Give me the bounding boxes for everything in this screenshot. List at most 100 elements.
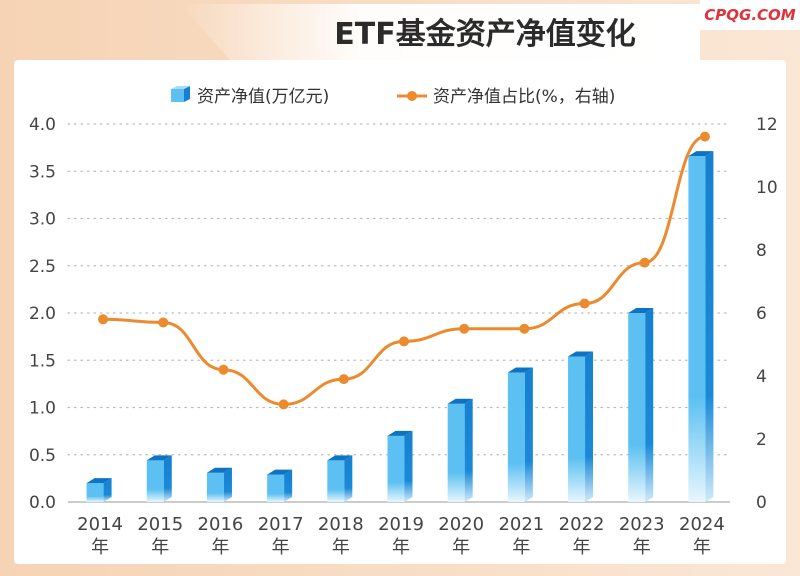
bar-front <box>86 483 104 502</box>
bar-front <box>267 474 285 502</box>
bar <box>86 478 112 502</box>
bar-side <box>645 308 654 502</box>
bar-side <box>585 351 594 502</box>
x-tick-label-unit: 年 <box>392 537 410 558</box>
bar-top <box>146 455 172 461</box>
bar-side <box>284 469 293 502</box>
bar-front <box>568 356 586 502</box>
y-right-tick-label: 2 <box>756 430 767 450</box>
header-banner <box>180 4 700 60</box>
legend-line-swatch <box>397 91 427 101</box>
y-right-tick-label: 12 <box>756 115 778 135</box>
x-tick-label-unit: 年 <box>573 537 591 558</box>
bar-front <box>387 435 405 502</box>
x-tick-label-unit: 年 <box>633 537 651 558</box>
bar-front <box>327 460 345 502</box>
bar-top <box>447 398 473 404</box>
bar-side <box>163 455 172 502</box>
y-left-tick-label: 0.5 <box>29 446 56 466</box>
x-tick-label: 2023 <box>619 514 665 535</box>
bar <box>146 455 172 502</box>
bar <box>267 469 293 502</box>
bar <box>507 367 533 502</box>
bar-side <box>103 478 112 502</box>
bar-top <box>507 367 533 373</box>
x-tick-label: 2018 <box>318 514 364 535</box>
x-axis: 2014年2015年2016年2017年2018年2019年2020年2021年… <box>77 514 725 558</box>
x-tick-label: 2024 <box>679 514 725 535</box>
bar-side <box>524 367 533 502</box>
bar-front <box>206 472 224 502</box>
x-tick-label-unit: 年 <box>332 537 350 558</box>
x-tick-label: 2021 <box>498 514 544 535</box>
line-point <box>158 317 169 328</box>
x-tick-label-unit: 年 <box>512 537 530 558</box>
line-point <box>699 131 710 142</box>
line-point <box>579 298 590 309</box>
bar-side <box>344 455 353 502</box>
bar-front <box>688 156 706 502</box>
y-axis-left: 0.0 0.5 1.0 1.5 2.0 2.5 3.0 3.5 4.0 <box>29 115 56 513</box>
y-left-tick-label: 4.0 <box>29 115 56 135</box>
bar-front <box>146 460 164 502</box>
bar-side <box>404 430 413 502</box>
x-tick-label: 2019 <box>378 514 424 535</box>
y-left-tick-label: 0.0 <box>29 493 56 513</box>
bar-front <box>507 372 525 502</box>
bar-top <box>267 469 293 475</box>
y-left-tick-label: 2.5 <box>29 257 56 277</box>
bar-series <box>86 151 714 502</box>
legend-bar-swatch <box>171 86 190 102</box>
bar-top <box>387 430 413 436</box>
y-left-tick-label: 1.5 <box>29 351 56 371</box>
bar-side <box>705 151 714 502</box>
bar-top <box>688 151 714 157</box>
bar-top <box>206 467 232 473</box>
line-point <box>338 374 349 385</box>
legend-line-label: 资产净值占比(%，右轴) <box>433 87 615 107</box>
x-tick-label-unit: 年 <box>452 537 470 558</box>
bar-front <box>628 313 646 502</box>
x-tick-label-unit: 年 <box>211 537 229 558</box>
legend: 资产净值(万亿元) 资产净值占比(%，右轴) <box>171 86 615 107</box>
line-point <box>278 399 289 410</box>
legend-bar-label: 资产净值(万亿元) <box>197 87 329 107</box>
x-tick-label: 2016 <box>198 514 244 535</box>
bar-side <box>464 398 473 502</box>
bar <box>568 351 594 502</box>
y-right-tick-label: 10 <box>756 178 778 198</box>
y-right-tick-label: 4 <box>756 367 767 387</box>
x-tick-label-unit: 年 <box>272 537 290 558</box>
bar-top <box>568 351 594 357</box>
y-right-tick-label: 8 <box>756 241 767 261</box>
x-tick-label: 2020 <box>438 514 484 535</box>
line-point <box>399 336 409 347</box>
y-left-tick-label: 2.0 <box>29 304 56 324</box>
x-tick-label-unit: 年 <box>151 537 169 558</box>
line-point <box>218 364 229 375</box>
bar-side <box>223 467 232 502</box>
y-left-tick-label: 1.0 <box>29 399 56 419</box>
x-tick-label-unit: 年 <box>91 537 109 558</box>
bar <box>387 430 413 502</box>
y-axis-right: 0 2 4 6 8 10 12 <box>756 115 778 513</box>
bar-front <box>447 403 465 502</box>
line-series <box>98 131 710 410</box>
bar <box>628 308 654 502</box>
bar-top <box>86 478 112 484</box>
line-point <box>459 323 470 334</box>
bar <box>327 455 353 502</box>
y-right-tick-label: 6 <box>756 304 767 324</box>
y-left-tick-label: 3.0 <box>29 210 56 230</box>
line-point <box>98 314 109 325</box>
line-point <box>639 257 650 268</box>
watermark: CPQG.COM <box>704 6 796 24</box>
x-tick-label: 2015 <box>137 514 183 535</box>
x-tick-label: 2014 <box>77 514 123 535</box>
bar <box>688 151 714 502</box>
bar-top <box>327 455 353 461</box>
chart-title: ETF基金资产净值变化 <box>334 17 635 52</box>
y-right-tick-label: 0 <box>756 493 767 513</box>
